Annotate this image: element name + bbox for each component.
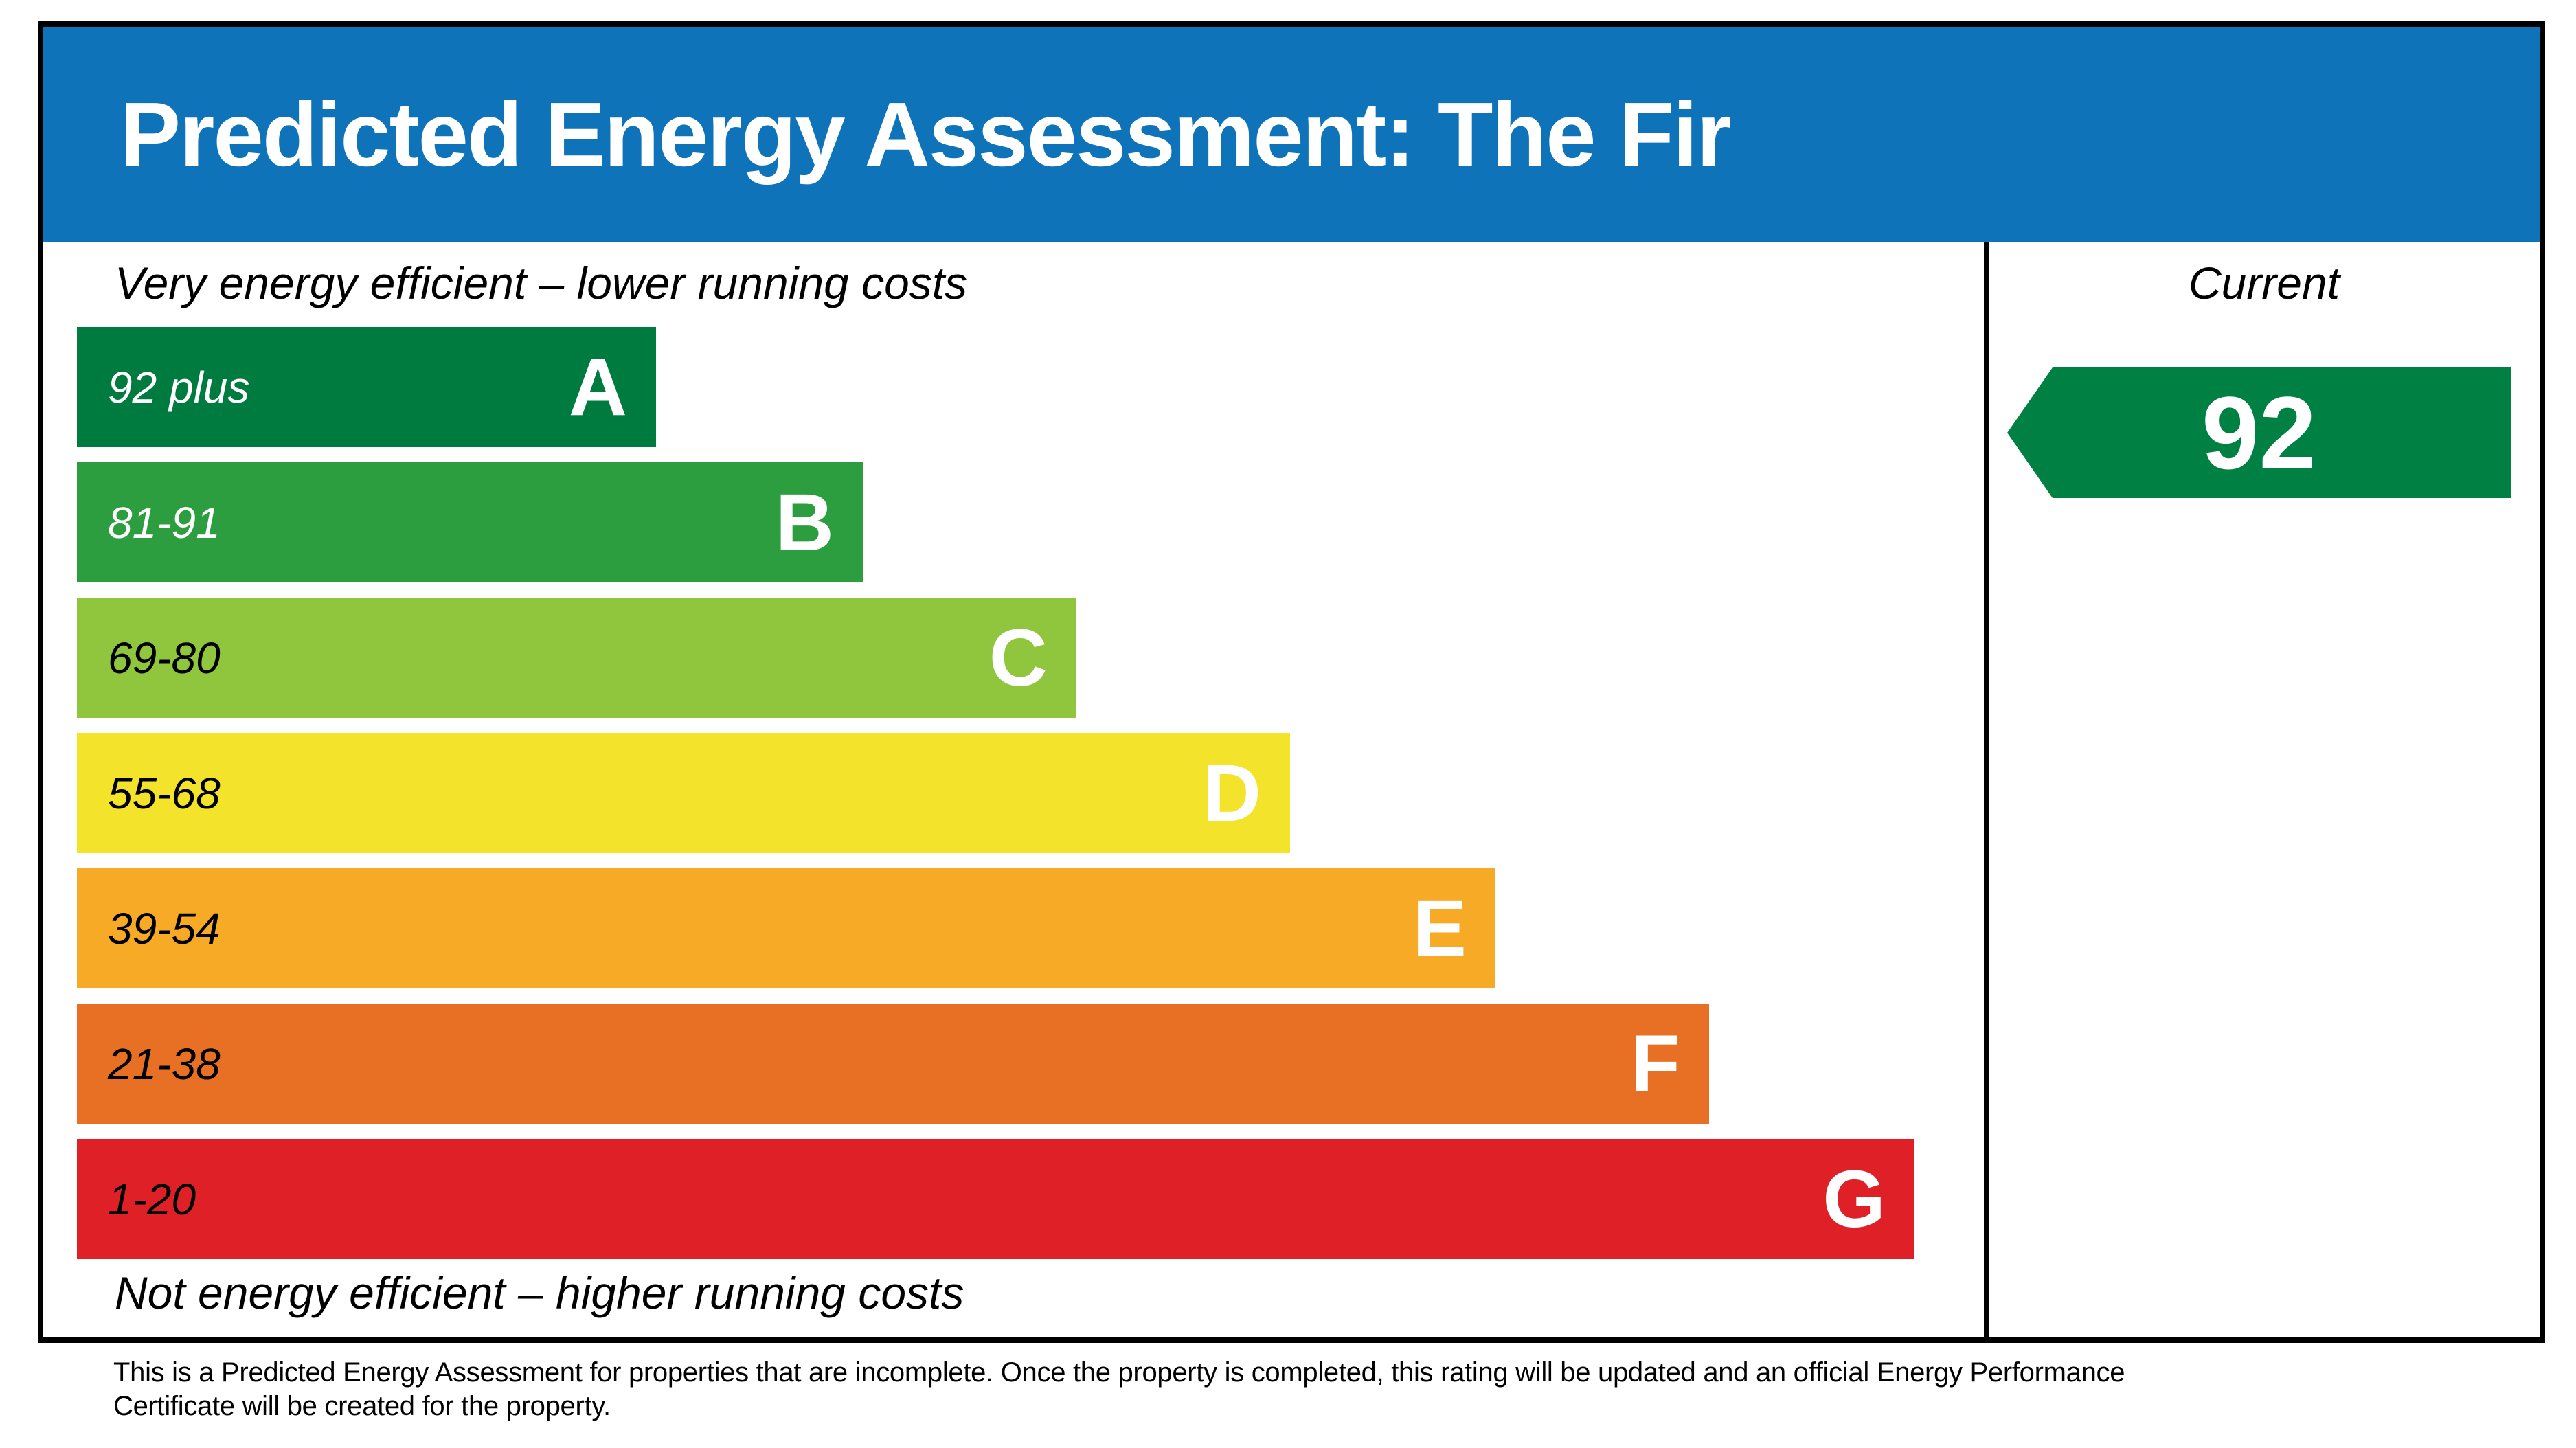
band-range-label: 21-38 xyxy=(108,1039,221,1089)
band-letter: C xyxy=(988,612,1048,703)
band-range-label: 69-80 xyxy=(108,633,221,683)
rating-scale-panel: Very energy efficient – lower running co… xyxy=(43,242,1984,1337)
bottom-caption: Not energy efficient – higher running co… xyxy=(115,1267,964,1318)
band-range-label: 39-54 xyxy=(108,903,221,953)
band-letter: E xyxy=(1412,883,1467,974)
band-b: 81-91 B xyxy=(77,462,863,582)
band-range-label: 1-20 xyxy=(108,1174,196,1224)
band-range-label: 92 plus xyxy=(108,362,250,412)
band-c: 69-80 C xyxy=(77,598,1076,718)
top-caption: Very energy efficient – lower running co… xyxy=(115,258,968,308)
band-e: 39-54 E xyxy=(77,868,1495,988)
rating-bands: 92 plus A 81-91 B 69-80 C 55-68 D 39-54 E 21-38 F 1-… xyxy=(77,327,1914,1274)
band-g: 1-20 G xyxy=(77,1139,1914,1259)
current-rating-arrow: 92 xyxy=(2007,367,2511,498)
footer-note-line2: Certificate will be created for the prop… xyxy=(113,1391,611,1421)
current-column-header: Current xyxy=(2188,258,2340,308)
band-d: 55-68 D xyxy=(77,733,1290,853)
current-rating-panel: Current 92 xyxy=(1984,242,2540,1337)
band-letter: G xyxy=(1822,1153,1886,1245)
current-rating-value: 92 xyxy=(2202,375,2316,490)
band-letter: F xyxy=(1630,1018,1680,1109)
page-title: Predicted Energy Assessment: The Fir xyxy=(120,84,1732,185)
footer-note: This is a Predicted Energy Assessment fo… xyxy=(113,1356,2490,1423)
band-f: 21-38 F xyxy=(77,1004,1709,1124)
band-letter: A xyxy=(568,341,627,433)
title-bar: Predicted Energy Assessment: The Fir xyxy=(43,27,2540,242)
band-letter: D xyxy=(1202,747,1261,839)
footer-note-line1: This is a Predicted Energy Assessment fo… xyxy=(113,1357,2125,1388)
epc-chart-box: Predicted Energy Assessment: The Fir Ver… xyxy=(38,21,2545,1343)
band-letter: B xyxy=(775,477,834,568)
band-a: 92 plus A xyxy=(77,327,656,447)
band-range-label: 55-68 xyxy=(108,768,221,818)
chart-body: Very energy efficient – lower running co… xyxy=(43,242,2540,1337)
band-range-label: 81-91 xyxy=(108,497,221,547)
